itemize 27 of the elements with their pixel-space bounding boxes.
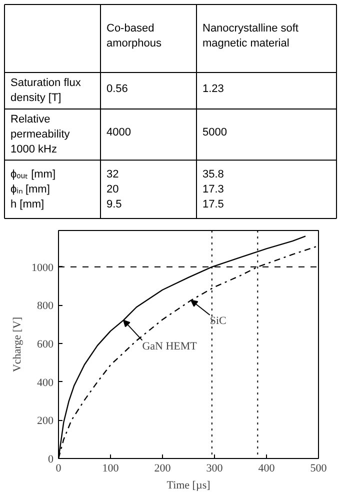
y-tick-label: 800 xyxy=(37,300,54,312)
x-axis-title: Time [µs] xyxy=(166,480,210,492)
text: 1.23 xyxy=(202,82,224,95)
x-tick-label: 300 xyxy=(206,462,224,474)
y-tick-label: 0 xyxy=(48,454,54,466)
text: 5000 xyxy=(202,126,227,139)
category-label: Co-based amorphous xyxy=(106,22,162,50)
x-tick-label: 500 xyxy=(310,462,328,474)
y-tick-label: 1000 xyxy=(32,262,54,274)
x-tick-label: 200 xyxy=(154,462,172,474)
y-tick-label: 200 xyxy=(37,415,54,428)
text: 0.56 xyxy=(106,82,128,95)
text: 32 20 9.5 xyxy=(106,168,122,210)
category-label: Nanocrystalline soft magnetic material xyxy=(202,22,298,50)
y-axis-title: Vcharge [V] xyxy=(12,316,24,372)
x-tick-label: 0 xyxy=(56,462,62,474)
annotation: GaN HEMT xyxy=(142,340,198,352)
y-tick-label: 400 xyxy=(37,376,54,389)
category-label: Relative permeability 1000 kHz xyxy=(10,114,70,156)
category-label: Saturation flux density [T] xyxy=(10,76,81,104)
text: 35.8 17.3 17.5 xyxy=(202,168,224,210)
text: 4000 xyxy=(106,126,131,139)
x-tick-label: 100 xyxy=(102,462,120,474)
x-tick-label: 400 xyxy=(258,462,276,474)
category-label: ϕₒᵤₜ [mm] ϕᵢₙ [mm] h [mm] xyxy=(10,168,56,210)
y-tick-label: 600 xyxy=(37,338,54,351)
annotation: SiC xyxy=(210,314,226,327)
